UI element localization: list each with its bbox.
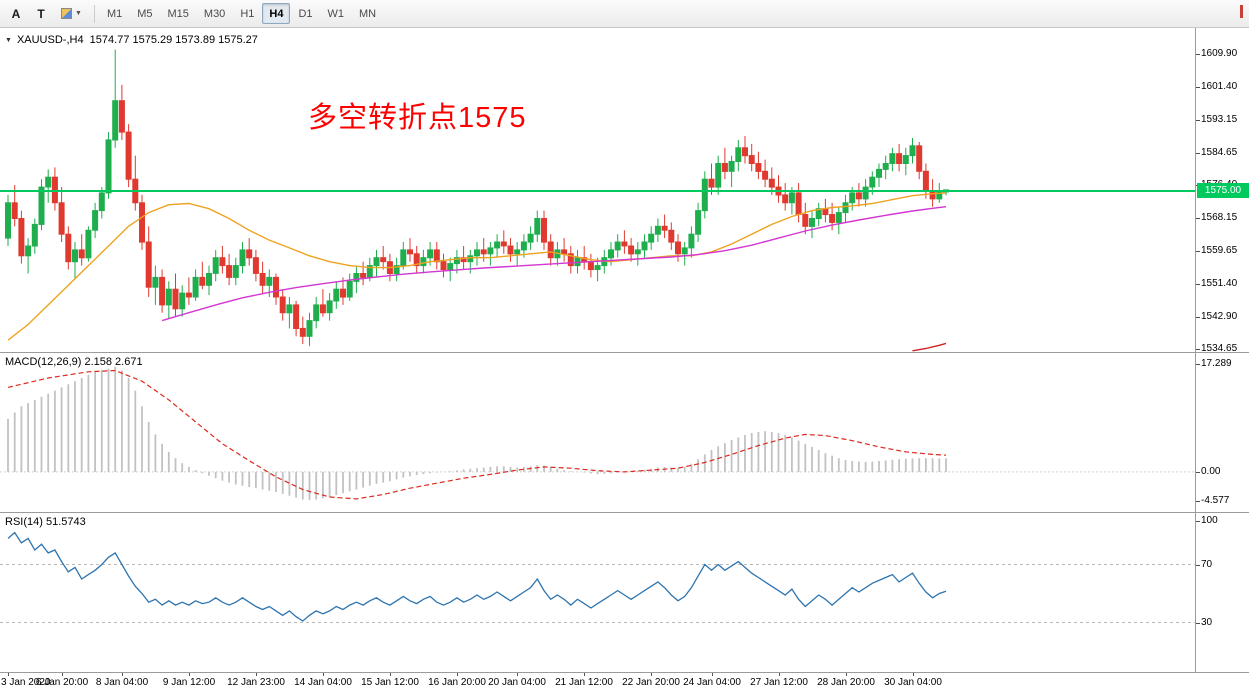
time-axis-label: 20 Jan 04:00 xyxy=(488,677,546,688)
time-axis-tick xyxy=(457,673,458,676)
time-axis-label: 12 Jan 23:00 xyxy=(227,677,285,688)
draw-tool-button[interactable]: ▼ xyxy=(54,3,89,24)
time-axis-label: 3 Jan 2020 xyxy=(1,677,51,688)
toolbar-separator xyxy=(93,4,95,23)
macd-scale-label: -4.577 xyxy=(1201,495,1230,506)
time-axis-label: 15 Jan 12:00 xyxy=(361,677,419,688)
time-axis-tick xyxy=(913,673,914,676)
time-axis-tick xyxy=(584,673,585,676)
time-axis-tick xyxy=(846,673,847,676)
time-axis-label: 8 Jan 04:00 xyxy=(95,677,149,688)
toolbar: A T ▼ M1 M5 M15 M30 H1 H4 D1 W1 MN xyxy=(0,0,1249,28)
rsi-panel-canvas[interactable] xyxy=(0,513,1195,672)
tf-button-M5[interactable]: M5 xyxy=(137,7,153,20)
price-scale-tick xyxy=(1196,251,1200,252)
tf-button-M30[interactable]: M30 xyxy=(203,7,226,20)
time-axis-tick xyxy=(390,673,391,676)
time-axis-label: 28 Jan 20:00 xyxy=(817,677,875,688)
draw-tool-icon xyxy=(61,8,72,19)
price-scale-label: 1584.65 xyxy=(1201,147,1238,158)
cursor-tool-button[interactable]: A xyxy=(11,6,21,21)
rsi-scale-tick xyxy=(1196,565,1200,566)
time-axis-tick xyxy=(62,673,63,676)
price-scale-tick xyxy=(1196,153,1200,154)
macd-panel-divider[interactable] xyxy=(0,352,1249,353)
annotation-text: 多空转折点1575 xyxy=(308,102,527,134)
time-axis-tick xyxy=(779,673,780,676)
price-scale-tick xyxy=(1196,284,1200,285)
symbol-dropdown-icon[interactable]: ▼ xyxy=(5,36,12,44)
time-axis-label: 14 Jan 04:00 xyxy=(294,677,352,688)
tf-button-M15[interactable]: M15 xyxy=(167,7,189,20)
rsi-panel-divider[interactable] xyxy=(0,512,1249,513)
price-chart-canvas[interactable] xyxy=(0,28,1195,352)
rsi-line xyxy=(7,531,947,622)
time-axis-tick xyxy=(651,673,652,676)
price-scale-label: 1568.15 xyxy=(1201,212,1238,223)
time-axis-label: 21 Jan 12:00 xyxy=(555,677,613,688)
macd-signal-line xyxy=(7,369,947,500)
rsi-scale-label: 100 xyxy=(1201,515,1218,526)
rsi-scale-tick xyxy=(1196,521,1200,522)
price-scale-label: 1601.40 xyxy=(1201,81,1238,92)
price-scale-label: 1593.15 xyxy=(1201,114,1238,125)
price-scale-tick xyxy=(1196,120,1200,121)
time-axis-label: 9 Jan 12:00 xyxy=(162,677,216,688)
price-scale-tick xyxy=(1196,218,1200,219)
time-axis-label: 22 Jan 20:00 xyxy=(622,677,680,688)
macd-panel-canvas[interactable] xyxy=(0,353,1195,512)
time-axis-tick xyxy=(8,673,9,676)
time-axis-tick xyxy=(323,673,324,676)
macd-scale-tick xyxy=(1196,501,1200,502)
price-scale-label: 1559.65 xyxy=(1201,245,1238,256)
price-scale-tick xyxy=(1196,54,1200,55)
macd-scale-tick xyxy=(1196,472,1200,473)
ma-far-line xyxy=(912,342,947,352)
tf-button-D1[interactable]: D1 xyxy=(298,7,313,20)
time-axis-label: 24 Jan 04:00 xyxy=(683,677,741,688)
price-scale-tick xyxy=(1196,87,1200,88)
chart-ohlc-label: XAUUSD-,H4 1574.77 1575.29 1573.89 1575.… xyxy=(16,34,258,46)
price-scale-label: 1542.90 xyxy=(1201,311,1238,322)
time-axis-label: 30 Jan 04:00 xyxy=(884,677,942,688)
rsi-scale-label: 70 xyxy=(1201,559,1213,570)
rsi-scale-label: 30 xyxy=(1201,617,1213,628)
tf-button-MN[interactable]: MN xyxy=(359,7,377,20)
macd-scale-tick xyxy=(1196,364,1200,365)
rsi-scale-tick xyxy=(1196,623,1200,624)
time-axis-label: 27 Jan 12:00 xyxy=(750,677,808,688)
chart-header: ▼ XAUUSD-,H4 1574.77 1575.29 1573.89 157… xyxy=(5,34,258,46)
time-axis-tick xyxy=(256,673,257,676)
macd-scale-label: 0.00 xyxy=(1201,466,1221,477)
hline-price-tag: 1575.00 xyxy=(1197,183,1249,198)
candles-group xyxy=(5,49,949,347)
time-axis-tick xyxy=(517,673,518,676)
time-axis-label: 6 Jan 20:00 xyxy=(35,677,89,688)
time-axis-tick xyxy=(712,673,713,676)
price-scale-divider xyxy=(1195,28,1196,673)
macd-header: MACD(12,26,9) 2.158 2.671 xyxy=(5,356,143,368)
tf-button-H4[interactable]: H4 xyxy=(262,3,291,24)
time-axis-tick xyxy=(122,673,123,676)
macd-scale-label: 17.289 xyxy=(1201,358,1232,369)
time-axis-tick xyxy=(189,673,190,676)
ma-fast-line xyxy=(7,192,947,341)
macd-histogram xyxy=(7,366,947,501)
price-scale-tick xyxy=(1196,349,1200,350)
rsi-header: RSI(14) 51.5743 xyxy=(5,516,86,528)
price-scale-label: 1551.40 xyxy=(1201,278,1238,289)
time-axis-label: 16 Jan 20:00 xyxy=(428,677,486,688)
ma-slow-line xyxy=(161,206,947,322)
price-scale-label: 1534.65 xyxy=(1201,343,1238,354)
tf-button-M1[interactable]: M1 xyxy=(106,7,123,20)
text-tool-button[interactable]: T xyxy=(37,6,45,21)
toolbar-right-marker xyxy=(1240,5,1243,18)
tf-button-W1[interactable]: W1 xyxy=(327,7,345,20)
time-axis-divider xyxy=(0,672,1249,673)
chevron-down-icon: ▼ xyxy=(75,10,82,17)
price-scale-tick xyxy=(1196,317,1200,318)
price-scale-label: 1609.90 xyxy=(1201,48,1238,59)
tf-button-H1[interactable]: H1 xyxy=(240,7,255,20)
